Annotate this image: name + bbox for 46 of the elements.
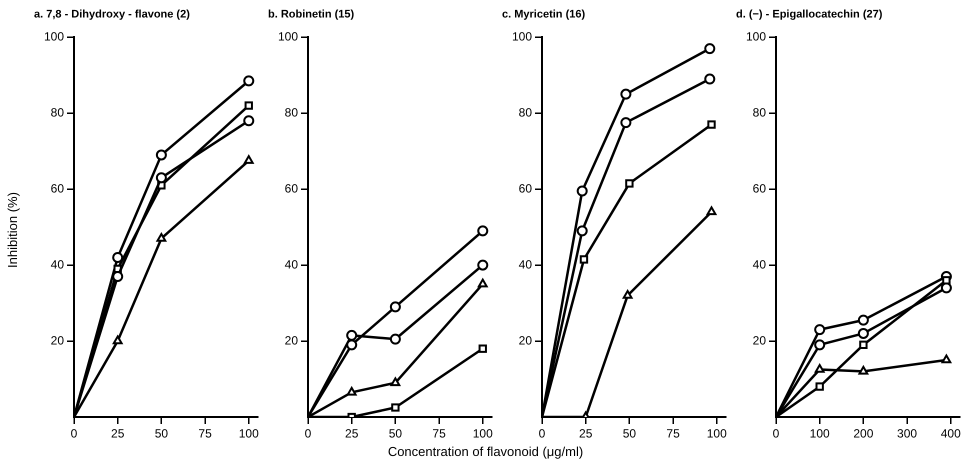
x-axis-title: Concentration of flavonoid (μg/ml) (388, 444, 584, 459)
y-tick-label: 40 (284, 257, 298, 272)
x-tick-label: 25 (345, 426, 359, 441)
x-tick-label: 100 (706, 426, 728, 441)
chart-title: c. Myricetin (16) (502, 8, 586, 21)
y-tick-label: 20 (752, 333, 766, 348)
x-tick-label: 100 (472, 426, 494, 441)
x-tick-label: 75 (666, 426, 680, 441)
x-tick-label: 0 (304, 426, 312, 441)
y-tick-label: 60 (284, 181, 298, 196)
y-tick-label: 80 (518, 105, 532, 120)
x-tick-label: 100 (810, 426, 830, 441)
x-tick-label: 50 (622, 426, 636, 441)
x-tick-label: 0 (772, 426, 780, 441)
y-tick-label: 60 (752, 181, 766, 196)
x-tick-label: 0 (538, 426, 546, 441)
x-tick-label: 75 (432, 426, 446, 441)
y-tick-label: 40 (518, 257, 532, 272)
y-tick-label: 100 (512, 30, 532, 44)
y-tick-label: 20 (50, 333, 64, 348)
chart-title: b. Robinetin (15) (268, 8, 354, 21)
x-tick-label: 200 (853, 426, 874, 441)
y-axis-title: Inhibition (%) (4, 192, 20, 268)
x-tick-label: 300 (897, 426, 918, 441)
y-tick-label: 100 (278, 30, 298, 44)
y-tick-label: 60 (518, 181, 532, 196)
y-tick-label: 60 (50, 181, 64, 196)
chart-title: a. 7,8 - Dihydroxy - flavone (2) (34, 8, 190, 21)
x-tick-label: 400 (940, 426, 962, 441)
x-tick-label: 50 (388, 426, 402, 441)
x-tick-label: 0 (70, 426, 78, 441)
x-tick-label: 25 (111, 426, 125, 441)
x-tick-label: 25 (579, 426, 593, 441)
y-tick-label: 100 (746, 30, 766, 44)
y-tick-label: 100 (44, 30, 64, 44)
y-tick-label: 80 (284, 105, 298, 120)
x-tick-label: 50 (154, 426, 168, 441)
y-tick-label: 20 (518, 333, 532, 348)
y-tick-label: 40 (50, 257, 64, 272)
y-tick-label: 20 (284, 333, 298, 348)
x-tick-label: 75 (198, 426, 212, 441)
y-tick-label: 80 (50, 105, 64, 120)
y-tick-label: 80 (752, 105, 766, 120)
x-tick-label: 100 (238, 426, 260, 441)
chart-title: d. (−) - Epigallocatechin (27) (736, 8, 883, 21)
y-tick-label: 40 (752, 257, 766, 272)
